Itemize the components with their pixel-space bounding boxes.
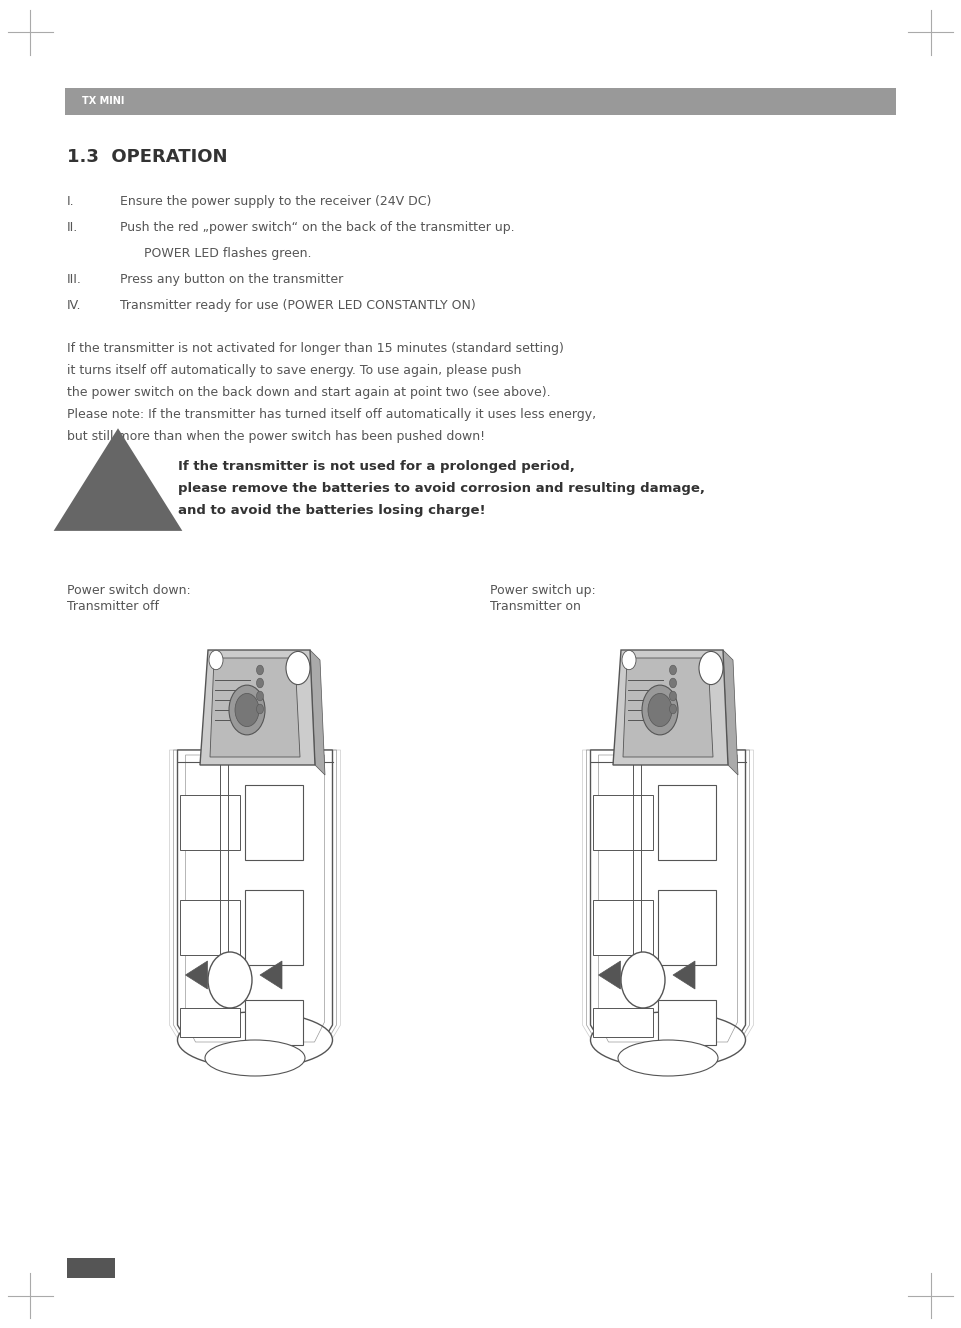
Ellipse shape — [590, 1012, 746, 1068]
Text: Transmitter off: Transmitter off — [67, 600, 159, 614]
Text: Press any button on the transmitter: Press any button on the transmitter — [120, 274, 343, 286]
Bar — [245, 785, 303, 861]
Ellipse shape — [621, 952, 665, 1008]
Text: 94: 94 — [83, 1263, 99, 1274]
Circle shape — [670, 704, 677, 714]
Circle shape — [209, 651, 223, 669]
Bar — [245, 1000, 303, 1045]
Circle shape — [257, 704, 263, 714]
Circle shape — [622, 651, 636, 669]
Text: I.: I. — [67, 195, 75, 208]
Polygon shape — [180, 900, 240, 955]
Bar — [65, 88, 896, 116]
Polygon shape — [593, 1008, 653, 1037]
Polygon shape — [723, 649, 738, 776]
Text: 1.3  OPERATION: 1.3 OPERATION — [67, 147, 228, 166]
Bar — [658, 785, 716, 861]
Text: it turns itself off automatically to save energy. To use again, please push: it turns itself off automatically to sav… — [67, 364, 522, 377]
Circle shape — [257, 665, 263, 675]
Text: IV.: IV. — [67, 299, 82, 312]
Circle shape — [670, 665, 677, 675]
Bar — [67, 1258, 115, 1278]
Text: TX MINI: TX MINI — [82, 97, 124, 106]
Polygon shape — [185, 961, 208, 989]
Circle shape — [257, 679, 263, 688]
Polygon shape — [599, 961, 621, 989]
Ellipse shape — [178, 1012, 333, 1068]
Polygon shape — [180, 795, 240, 850]
Circle shape — [670, 691, 677, 701]
Polygon shape — [310, 649, 325, 776]
Text: !: ! — [113, 486, 123, 507]
Circle shape — [229, 685, 265, 734]
Polygon shape — [178, 750, 333, 1045]
Ellipse shape — [205, 1040, 305, 1076]
Bar — [658, 890, 716, 965]
Polygon shape — [200, 649, 315, 765]
Circle shape — [699, 652, 723, 684]
Text: II.: II. — [67, 220, 78, 234]
Text: please remove the batteries to avoid corrosion and resulting damage,: please remove the batteries to avoid cor… — [178, 482, 705, 495]
Polygon shape — [613, 649, 728, 765]
Circle shape — [642, 685, 678, 734]
Polygon shape — [260, 961, 282, 989]
Text: III.: III. — [67, 274, 82, 286]
Text: If the transmitter is not activated for longer than 15 minutes (standard setting: If the transmitter is not activated for … — [67, 343, 564, 355]
Circle shape — [286, 652, 310, 684]
Ellipse shape — [208, 952, 252, 1008]
Polygon shape — [593, 900, 653, 955]
Circle shape — [670, 679, 677, 688]
Text: but still more than when the power switch has been pushed down!: but still more than when the power switc… — [67, 430, 485, 444]
Bar — [245, 890, 303, 965]
Text: Please note: If the transmitter has turned itself off automatically it uses less: Please note: If the transmitter has turn… — [67, 408, 596, 421]
Text: Power switch down:: Power switch down: — [67, 584, 190, 598]
Text: the power switch on the back down and start again at point two (see above).: the power switch on the back down and st… — [67, 386, 551, 398]
Circle shape — [235, 693, 259, 726]
Text: Power switch up:: Power switch up: — [490, 584, 596, 598]
Bar — [658, 1000, 716, 1045]
Text: Transmitter ready for use (POWER LED CONSTANTLY ON): Transmitter ready for use (POWER LED CON… — [120, 299, 476, 312]
Polygon shape — [180, 1008, 240, 1037]
Text: and to avoid the batteries losing charge!: and to avoid the batteries losing charge… — [178, 505, 485, 517]
Text: Ensure the power supply to the receiver (24V DC): Ensure the power supply to the receiver … — [120, 195, 431, 208]
Circle shape — [648, 693, 672, 726]
Text: Push the red „power switch“ on the back of the transmitter up.: Push the red „power switch“ on the back … — [120, 220, 515, 234]
Circle shape — [257, 691, 263, 701]
Polygon shape — [593, 795, 653, 850]
Text: Transmitter on: Transmitter on — [490, 600, 580, 614]
Polygon shape — [590, 750, 746, 1045]
Text: If the transmitter is not used for a prolonged period,: If the transmitter is not used for a pro… — [178, 459, 575, 473]
Text: POWER LED flashes green.: POWER LED flashes green. — [120, 247, 311, 260]
Polygon shape — [623, 657, 713, 757]
Polygon shape — [56, 430, 181, 530]
Polygon shape — [673, 961, 695, 989]
Ellipse shape — [618, 1040, 718, 1076]
Polygon shape — [210, 657, 300, 757]
